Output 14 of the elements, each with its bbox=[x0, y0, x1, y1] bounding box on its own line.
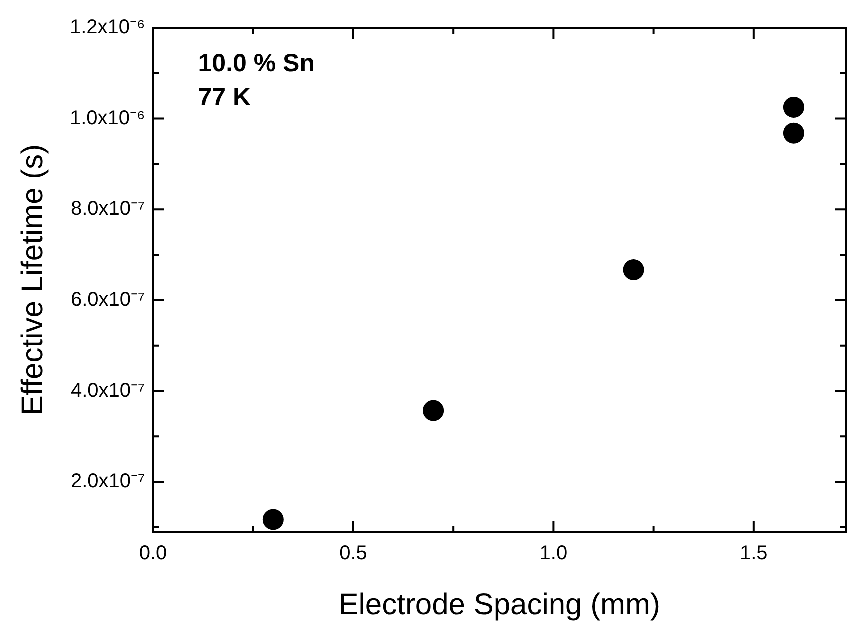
y-tick-label: 4.0x10⁻⁷ bbox=[70, 380, 146, 402]
y-tick-label: 6.0x10⁻⁷ bbox=[70, 288, 146, 311]
annotation: 77 K bbox=[198, 83, 252, 112]
y-tick-label: 1.0x10⁻⁶ bbox=[70, 107, 146, 130]
y-tick-label: 8.0x10⁻⁷ bbox=[70, 198, 146, 220]
x-tick-label: 0.5 bbox=[340, 542, 368, 565]
x-tick-label: 0.0 bbox=[139, 542, 168, 565]
x-tick-label: 1.5 bbox=[740, 542, 768, 565]
y-axis-title: Effective Lifetime (s) bbox=[16, 144, 50, 416]
y-tick-label: 2.0x10⁻⁷ bbox=[70, 470, 146, 493]
x-tick-label: 1.0 bbox=[540, 542, 568, 565]
y-tick-label: 1.2x10⁻⁶ bbox=[70, 16, 146, 39]
annotation: 10.0 % Sn bbox=[198, 49, 316, 78]
x-axis-title: Electrode Spacing (mm) bbox=[338, 588, 661, 622]
